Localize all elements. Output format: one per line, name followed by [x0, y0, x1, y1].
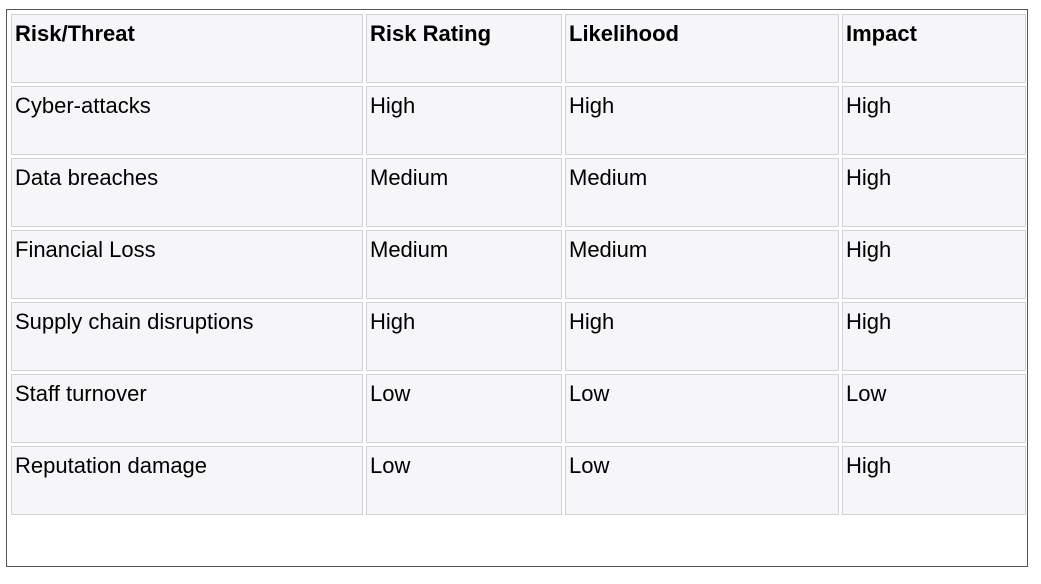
cell-likelihood: High	[565, 86, 839, 155]
cell-risk-threat: Cyber-attacks	[11, 86, 363, 155]
table-row: Financial Loss Medium Medium High	[11, 230, 1026, 299]
cell-impact: High	[842, 302, 1026, 371]
cell-risk-threat: Supply chain disruptions	[11, 302, 363, 371]
cell-likelihood: Low	[565, 446, 839, 515]
cell-risk-threat: Reputation damage	[11, 446, 363, 515]
cell-risk-rating: High	[366, 86, 562, 155]
cell-risk-rating: Medium	[366, 158, 562, 227]
table-row: Supply chain disruptions High High High	[11, 302, 1026, 371]
cell-risk-rating: Low	[366, 446, 562, 515]
cell-risk-rating: Low	[366, 374, 562, 443]
header-risk-rating: Risk Rating	[366, 14, 562, 83]
header-likelihood: Likelihood	[565, 14, 839, 83]
table-header-row: Risk/Threat Risk Rating Likelihood Impac…	[11, 14, 1026, 83]
header-risk-threat: Risk/Threat	[11, 14, 363, 83]
cell-impact: High	[842, 230, 1026, 299]
cell-impact: High	[842, 86, 1026, 155]
cell-risk-threat: Staff turnover	[11, 374, 363, 443]
cell-risk-rating: High	[366, 302, 562, 371]
cell-impact: High	[842, 446, 1026, 515]
table-row: Data breaches Medium Medium High	[11, 158, 1026, 227]
cell-likelihood: Medium	[565, 158, 839, 227]
header-impact: Impact	[842, 14, 1026, 83]
risk-table-frame: Risk/Threat Risk Rating Likelihood Impac…	[6, 9, 1028, 567]
cell-impact: High	[842, 158, 1026, 227]
risk-table: Risk/Threat Risk Rating Likelihood Impac…	[8, 11, 1029, 518]
cell-likelihood: Low	[565, 374, 839, 443]
cell-impact: Low	[842, 374, 1026, 443]
cell-risk-threat: Financial Loss	[11, 230, 363, 299]
table-row: Cyber-attacks High High High	[11, 86, 1026, 155]
table-row: Staff turnover Low Low Low	[11, 374, 1026, 443]
cell-likelihood: Medium	[565, 230, 839, 299]
cell-risk-rating: Medium	[366, 230, 562, 299]
table-row: Reputation damage Low Low High	[11, 446, 1026, 515]
cell-likelihood: High	[565, 302, 839, 371]
cell-risk-threat: Data breaches	[11, 158, 363, 227]
